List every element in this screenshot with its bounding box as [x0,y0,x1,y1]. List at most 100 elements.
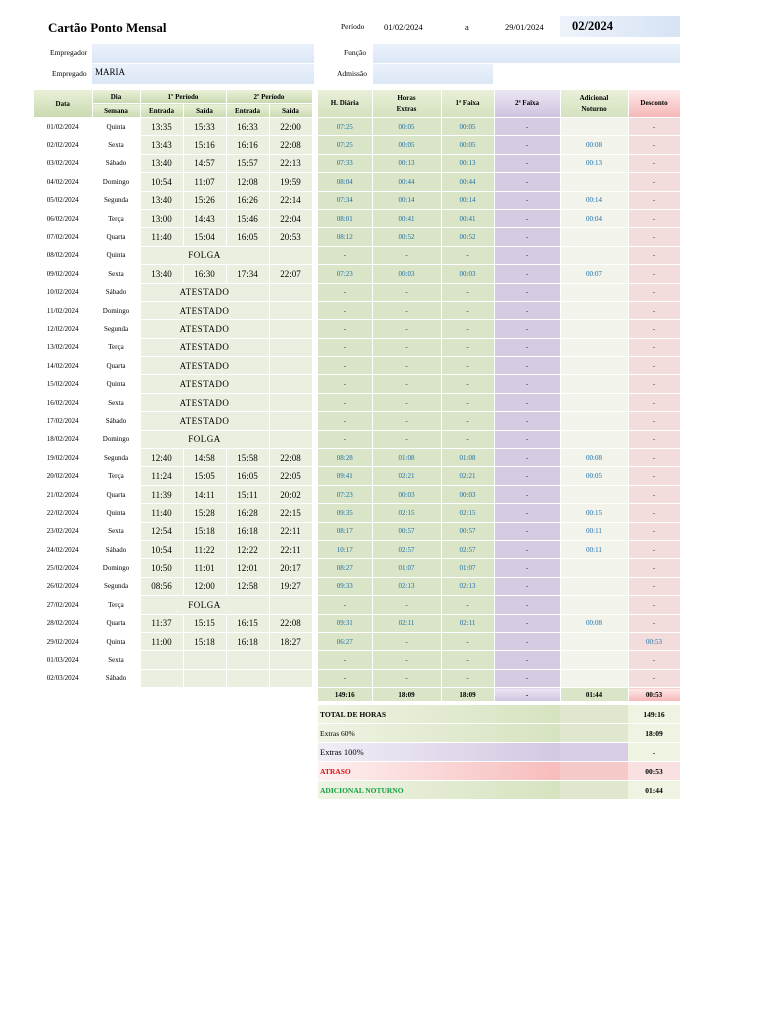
faixa-2-cell: - [494,393,561,413]
empregado-field[interactable]: MARIA [92,64,314,84]
entrada-2-cell: 15:46 [226,209,270,229]
entrada-1-cell: 10:54 [140,172,184,192]
horas-extras-cell: 00:13 [372,154,442,174]
empregador-field[interactable] [92,44,314,63]
table-row: 01/02/2024 Quinta 13:35 15:33 16:33 22:00 [34,117,313,137]
funcao-field[interactable] [373,44,680,63]
periodo-fim[interactable]: 29/01/2024 [505,22,544,32]
entrada-2-cell [226,669,270,689]
date-cell: 26/02/2024 [34,577,93,597]
adicional-noturno-cell [560,669,629,689]
entrada-1-cell: 11:40 [140,503,184,523]
horas-extras-cell: - [372,301,442,321]
desconto-cell: - [628,135,681,155]
status-cell: FOLGA [140,246,270,266]
h-diaria-cell: 07:23 [318,264,373,284]
saida-1-cell: 14:43 [183,209,227,229]
time-cell [269,246,313,266]
table-row: 08:12 00:52 00:52- - [318,227,681,247]
entrada-2-cell: 16:18 [226,632,270,652]
table-row: 09:33 02:13 02:13- - [318,577,681,597]
summary-value: - [628,742,680,762]
adicional-noturno-cell: 00:05 [560,466,629,486]
summary-label: ADICIONAL NOTURNO [318,780,560,800]
col-entrada-1: Entrada [140,103,184,118]
total-faixa-1: 18:09 [441,687,495,703]
table-row: 06:27- - -00:53 [318,632,681,652]
h-diaria-cell: - [318,411,373,431]
desconto-cell: - [628,209,681,229]
weekday-cell: Domingo [92,558,141,578]
horas-extras-cell: 02:13 [372,577,442,597]
date-cell: 01/03/2024 [34,650,93,670]
adicional-noturno-cell [560,246,629,266]
date-cell: 18/02/2024 [34,430,93,450]
adicional-noturno-cell: 00:14 [560,191,629,210]
table-row: 08:17 00:57 00:57-00:11- [318,522,681,541]
periodo-inicio[interactable]: 01/02/2024 [384,22,423,32]
horas-extras-cell: - [372,411,442,431]
h-diaria-cell: - [318,283,373,302]
summary-row: ADICIONAL NOTURNO 01:44 [318,780,680,800]
summary-spacer [560,761,628,781]
adicional-noturno-cell [560,227,629,247]
horas-extras-cell: - [372,650,442,670]
table-row: 04/02/2024 Domingo 10:54 11:07 12:08 19:59 [34,172,313,192]
desconto-cell: - [628,650,681,670]
weekday-cell: Quarta [92,614,141,633]
saida-2-cell: 22:08 [269,448,313,468]
weekday-cell: Sábado [92,540,141,560]
horas-extras-cell: - [372,669,442,689]
h-diaria-cell: - [318,393,373,413]
date-cell: 19/02/2024 [34,448,93,468]
table-row: 25/02/2024 Domingo 10:50 11:01 12:01 20:17 [34,558,313,578]
col-saida-2: Saída [269,103,313,118]
saida-2-cell: 18:27 [269,632,313,652]
mes-field[interactable]: 02/2024 [560,16,680,37]
weekday-cell: Domingo [92,301,141,321]
h-diaria-cell: - [318,319,373,339]
adicional-noturno-cell [560,485,629,505]
status-cell: ATESTADO [140,356,270,376]
faixa-2-cell: - [494,614,561,633]
faixa-1-cell: - [441,356,495,376]
faixa-1-cell: 00:14 [441,191,495,210]
table-row: ----- [318,319,681,339]
h-diaria-cell: 07:23 [318,485,373,505]
entrada-1-cell: 10:50 [140,558,184,578]
weekday-cell: Quarta [92,485,141,505]
table-row: ----- [318,430,681,450]
date-cell: 08/02/2024 [34,246,93,266]
admissao-field[interactable] [373,64,493,84]
adicional-noturno-cell: 00:11 [560,540,629,560]
desconto-cell: - [628,595,681,615]
saida-2-cell: 22:08 [269,135,313,155]
saida-1-cell: 16:30 [183,264,227,284]
total-adicional-noturno: 01:44 [560,687,629,703]
entrada-1-cell: 11:40 [140,227,184,247]
saida-2-cell: 22:07 [269,264,313,284]
status-cell: ATESTADO [140,338,270,358]
col-periodo-2: 2º Período [226,90,313,104]
table-row: 07:25 00:05 00:05-00:08- [318,135,681,155]
entrada-2-cell: 16:18 [226,522,270,541]
faixa-2-cell: - [494,632,561,652]
saida-1-cell: 15:33 [183,117,227,137]
summary-value: 00:53 [628,761,680,781]
adicional-noturno-cell [560,650,629,670]
table-row: 07:33 00:13 00:13-00:13- [318,154,681,174]
saida-1-cell: 15:15 [183,614,227,633]
table-row: ----- [318,411,681,431]
horas-extras-cell: - [372,632,442,652]
saida-1-cell: 15:18 [183,522,227,541]
total-faixa-2: - [494,687,561,703]
weekday-cell: Quinta [92,246,141,266]
faixa-1-cell: - [441,246,495,266]
time-cell [269,430,313,450]
hours-summary-table: H. Diária Horas Extras 1ª Faixa 2ª Faixa … [318,90,681,703]
faixa-1-cell: - [441,632,495,652]
table-row: 07:34 00:14 00:14-00:14- [318,191,681,210]
weekday-cell: Terça [92,338,141,358]
table-row: 24/02/2024 Sábado 10:54 11:22 12:22 22:11 [34,540,313,560]
h-diaria-cell: 08:17 [318,522,373,541]
